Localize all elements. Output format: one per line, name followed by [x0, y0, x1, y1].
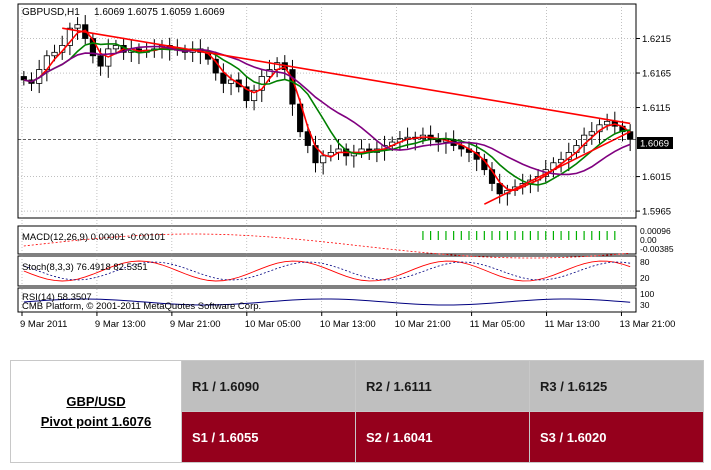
r3-cell: R3 / 1.6125	[529, 360, 704, 412]
time-tick-label: 10 Mar 13:00	[320, 319, 376, 330]
macd-scale-mid: 0.00	[640, 235, 657, 245]
candle-body	[97, 55, 104, 67]
current-price-box	[637, 137, 673, 149]
time-tick-label: 9 Mar 13:00	[95, 319, 146, 330]
candle-body	[20, 76, 27, 81]
pivot-table: GBP/USD Pivot point 1.6076 R1 / 1.6090 R…	[10, 360, 704, 463]
ma-slow-line	[23, 45, 631, 176]
candle-body	[266, 69, 273, 77]
time-tick-label: 11 Mar 13:00	[545, 319, 600, 330]
time-axis: 9 Mar 2011 9 Mar 13:00 9 Mar 21:00 10 Mar 0…	[20, 312, 675, 330]
stoch-main-line	[23, 260, 631, 282]
candle-body	[327, 152, 334, 157]
chart-symbol: GBPUSD,H1	[22, 7, 80, 18]
stoch-scale-bottom: 20	[640, 273, 650, 283]
stoch-label: Stoch(8,3,3) 76.4918 82.5351	[22, 262, 148, 273]
price-tick-label: 1.6215	[642, 34, 671, 45]
moving-averages	[23, 29, 631, 192]
candle-body	[243, 86, 250, 102]
rsi-line	[23, 298, 631, 306]
candle-body	[320, 155, 327, 164]
candle-body	[112, 45, 120, 50]
r2-cell: R2 / 1.6111	[355, 360, 530, 412]
price-axis: 1.6215 1.6165 1.6115 1.6015 1.5965	[18, 34, 671, 218]
copyright-text: CMB Platform, © 2001-2011 MetaQuotes Sof…	[22, 301, 261, 312]
macd-scale-bottom: -0.00385	[640, 244, 674, 254]
trendline-resistance	[62, 27, 631, 125]
current-price-label: 1.6069	[640, 139, 669, 150]
rsi-scale-bottom: 30	[640, 300, 650, 310]
candle-body	[74, 24, 81, 29]
s1-cell: S1 / 1.6055	[181, 411, 356, 463]
candle-body	[304, 131, 311, 146]
rsi-label: RSI(14) 58.3507	[22, 292, 92, 303]
candle-body	[227, 79, 235, 84]
time-tick-label: 9 Mar 21:00	[170, 319, 221, 330]
candle-body	[588, 131, 595, 136]
trendlines	[62, 27, 631, 205]
candle-body	[66, 27, 73, 46]
macd-panel-frame	[17, 225, 637, 255]
price-tick-label: 1.6165	[642, 69, 671, 80]
time-tick-label: 10 Mar 05:00	[245, 319, 301, 330]
indicators	[23, 231, 631, 306]
price-tick-label: 1.6115	[642, 103, 670, 114]
candle-body	[604, 120, 611, 126]
pivot-title-cell: GBP/USD Pivot point 1.6076	[10, 360, 182, 463]
chart-ohlc: 1.6069 1.6075 1.6059 1.6069	[94, 7, 225, 18]
candle-body	[51, 51, 58, 57]
s2-cell: S2 / 1.6041	[355, 411, 530, 463]
trendline-support	[483, 130, 631, 205]
time-tick-label: 10 Mar 21:00	[395, 319, 451, 330]
price-tick-label: 1.5965	[642, 207, 671, 218]
stoch-scale-top: 80	[640, 257, 650, 267]
time-tick-label: 11 Mar 05:00	[470, 319, 525, 330]
pair-label: GBP/USD	[66, 393, 126, 409]
ma-mid-line	[23, 42, 631, 186]
stoch-signal-line	[23, 261, 631, 281]
candle-body	[496, 183, 503, 195]
pivot-point-label: Pivot point 1.6076	[40, 413, 152, 429]
candle-body	[220, 72, 227, 84]
rsi-scale-top: 100	[640, 289, 654, 299]
candle-body	[251, 89, 258, 102]
r1-cell: R1 / 1.6090	[181, 360, 356, 412]
time-tick-label: 9 Mar 2011	[20, 319, 67, 330]
stoch-panel-frame	[17, 255, 637, 287]
s3-cell: S3 / 1.6020	[529, 411, 704, 463]
price-tick-label: 1.6015	[642, 172, 671, 183]
chart-canvas: 1.6215 1.6165 1.6115 1.6015 1.5965 GBPUSD,H1…	[17, 3, 675, 330]
macd-scale-top: 0.00096	[640, 226, 671, 236]
macd-signal-line	[23, 233, 631, 259]
macd-label: MACD(12,26,9) 0.00001 -0.00101	[22, 232, 165, 243]
time-tick-label: 13 Mar 21:00	[619, 319, 675, 330]
price-chart: 1.6215 1.6165 1.6115 1.6015 1.5965 GBPUSD,H1…	[17, 3, 675, 330]
